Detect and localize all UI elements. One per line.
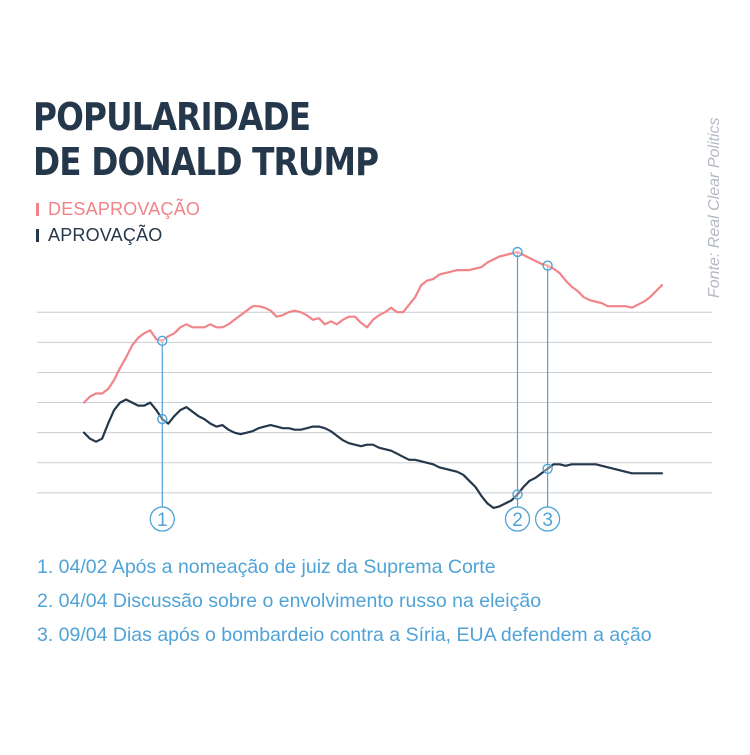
legend-item-disapproval: DESAPROVAÇÃO	[36, 196, 200, 222]
marker-number-2: 2	[512, 510, 523, 531]
title-line-1: POPULARIDADE	[33, 95, 311, 139]
annotation-1: 1. 04/02 Após a nomeação de juiz da Supr…	[37, 556, 496, 578]
legend-label-approval: APROVAÇÃO	[48, 224, 163, 245]
legend-swatch-disapproval	[36, 202, 39, 216]
annotation-3: 3. 09/04 Dias após o bombardeio contra a…	[37, 624, 652, 646]
series-line-disapproval	[82, 250, 664, 404]
annotation-list: 1. 04/02 Após a nomeação de juiz da Supr…	[37, 550, 652, 652]
annotation-2: 2. 04/04 Discussão sobre o envolvimento …	[37, 590, 542, 612]
marker-circle-3	[534, 506, 561, 532]
legend-label-disapproval: DESAPROVAÇÃO	[48, 198, 201, 219]
event-point-1	[157, 335, 168, 347]
marker-circle-1	[149, 506, 175, 532]
event-point-5	[542, 260, 553, 271]
legend-item-approval: APROVAÇÃO	[36, 222, 200, 248]
event-point-3	[512, 246, 523, 258]
marker-number-3: 3	[542, 510, 553, 531]
marker-number-1: 1	[157, 510, 168, 531]
page-title: POPULARIDADE DE DONALD TRUMP	[33, 95, 379, 185]
event-point-4	[512, 489, 523, 500]
series-line-approval	[82, 398, 664, 509]
title-line-2: DE DONALD TRUMP	[33, 140, 379, 184]
event-point-6	[542, 463, 553, 474]
legend-swatch-approval	[36, 228, 39, 242]
event-point-2	[157, 413, 168, 425]
marker-circle-2	[504, 506, 531, 532]
chart-legend: DESAPROVAÇÃO APROVAÇÃO	[36, 196, 200, 248]
